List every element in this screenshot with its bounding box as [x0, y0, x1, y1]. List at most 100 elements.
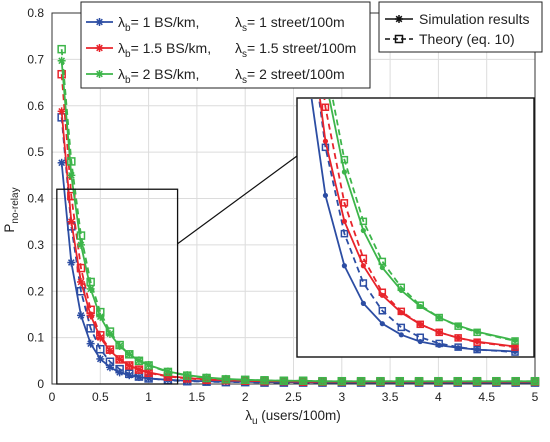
series-3-theory-point [96, 307, 105, 317]
series-1-theory-point [115, 364, 124, 374]
series-3-theory-point [144, 361, 153, 370]
inset-series-3-theory-point [473, 328, 481, 337]
series-3-theory-point [67, 157, 76, 166]
series-3-theory-point [492, 376, 501, 386]
series-2-simulation-point [76, 277, 85, 286]
inset-series-3-simulation-point [341, 169, 347, 175]
inset-series-3-theory-point [359, 217, 368, 226]
series-3-simulation-point [511, 377, 520, 386]
series-3-theory-point [115, 340, 124, 350]
inset-series-1-simulation-point [398, 332, 404, 338]
series-3-theory-point [472, 376, 482, 386]
series-1-theory-line [60, 117, 535, 384]
series-1-simulation-point [76, 311, 85, 320]
legend-lambda-s-sub: s [242, 49, 247, 60]
inset-series-2-simulation-point [455, 335, 461, 341]
series-3-theory-point [376, 376, 385, 386]
series-3-simulation-point [279, 376, 288, 385]
marker-stroke [164, 368, 172, 375]
legend-lambda-s-sub: s [242, 75, 247, 86]
inset-series-1-theory-point [359, 279, 368, 287]
legend-theory-marker [394, 34, 404, 44]
series-3-theory-point [453, 376, 462, 386]
marker-stroke [454, 377, 462, 385]
series-3-theory-point [260, 376, 269, 385]
plot-area [57, 44, 540, 387]
inset-series-1-simulation-point [379, 321, 385, 327]
series-3-theory-point [337, 376, 347, 386]
marker-stroke [531, 377, 539, 385]
marker-stroke [135, 356, 143, 364]
series-2-simulation-point [57, 107, 66, 116]
y-tick-label: 0.5 [27, 145, 44, 159]
inset-series-2-theory-point [473, 338, 481, 346]
series-1-theory-point [105, 357, 115, 366]
series-3-theory-point [134, 356, 144, 366]
inset-series-1-simulation-point [322, 192, 329, 199]
legend-lambda-s-value: = 1.5 street/100m [247, 40, 356, 56]
legend-lambda-s-sub: s [242, 23, 247, 34]
legend-lambda-b-sub: b [125, 23, 131, 34]
legend-lambda-b-value: = 1.5 BS/km, [131, 40, 212, 56]
series-3-theory-point [530, 376, 540, 386]
type-legend-box [378, 1, 543, 53]
inset-series-3-theory-point [454, 322, 462, 330]
marker-stroke [77, 312, 85, 319]
series-3-theory-point [298, 376, 308, 386]
series-1-simulation-point [86, 339, 95, 348]
inset-series-1-theory-point [397, 323, 406, 332]
series-3-simulation-point [299, 376, 308, 385]
inset-series-3-theory-point [397, 283, 406, 292]
inset-series-2-theory-point [435, 328, 443, 337]
series-1-simulation-point [96, 354, 105, 363]
legend-entry-label: λb= 1.5 BS/km, λs= 1.5 street/100m [118, 40, 356, 60]
series-2-simulation-point [125, 361, 134, 370]
x-axis-text: (users/100m) [258, 408, 341, 423]
inset-series-2-theory-point [416, 320, 424, 329]
x-tick-label: 4.5 [478, 390, 495, 404]
marker-stroke [145, 369, 152, 376]
inset-zoom [56, 97, 535, 385]
inset-series-2-theory-point [454, 334, 462, 342]
marker-stroke [493, 377, 500, 385]
inset-series-3-theory-point [435, 313, 443, 322]
legend-lambda-b: λ [118, 40, 125, 56]
inset-series-1-theory-point [435, 339, 443, 348]
inset-series-1-theory-point [378, 307, 387, 315]
inset-series-2-theory-point [359, 254, 368, 263]
inset-series-1-theory-point [473, 345, 481, 354]
x-tick-label: 1.5 [189, 390, 206, 404]
inset-series-2-simulation-point [417, 321, 423, 327]
series-3-simulation-point [434, 377, 443, 386]
marker-stroke [415, 377, 423, 385]
marker-stroke [77, 241, 85, 249]
inset-series-2-simulation-point [360, 263, 366, 269]
legend-lambda-b: λ [118, 14, 125, 30]
legend-lambda-s: λ [235, 14, 242, 30]
marker-stroke [473, 377, 481, 385]
series-3-simulation-point [57, 56, 66, 65]
series-3-theory-point [125, 350, 134, 359]
series-1-theory-point [125, 369, 134, 379]
series-3-simulation-point [492, 377, 501, 386]
series-3-simulation-point [125, 350, 134, 359]
legend-theory-label: Theory (eq. 10) [419, 31, 515, 47]
marker-stroke [58, 159, 66, 167]
x-axis-label: λu (users/100m) [245, 408, 341, 427]
marker-stroke [319, 377, 326, 385]
legend-lambda-b-value: = 2 BS/km, [131, 66, 200, 82]
legend-lambda-s-value: = 1 street/100m [247, 14, 345, 30]
x-tick-label: 1 [145, 390, 152, 404]
y-tick-label: 0.8 [27, 6, 44, 20]
legend-lambda-s: λ [235, 40, 242, 56]
tick-labels: 0 0.5 1 1.5 2 2.5 3 3.5 4 4.5 5 0 0.1 0.2 0.3 0.4 0.5 0.6… [27, 6, 538, 404]
series-3-simulation-point [260, 376, 269, 385]
marker-stroke [96, 70, 103, 78]
series-3-simulation-point [76, 240, 85, 249]
inset-series-2-simulation-point [474, 338, 480, 345]
series-3-simulation-point [395, 377, 404, 386]
marker-stroke [299, 377, 307, 385]
marker-stroke [67, 259, 75, 266]
series-3-theory-point [318, 376, 327, 386]
marker-stroke [512, 377, 520, 385]
